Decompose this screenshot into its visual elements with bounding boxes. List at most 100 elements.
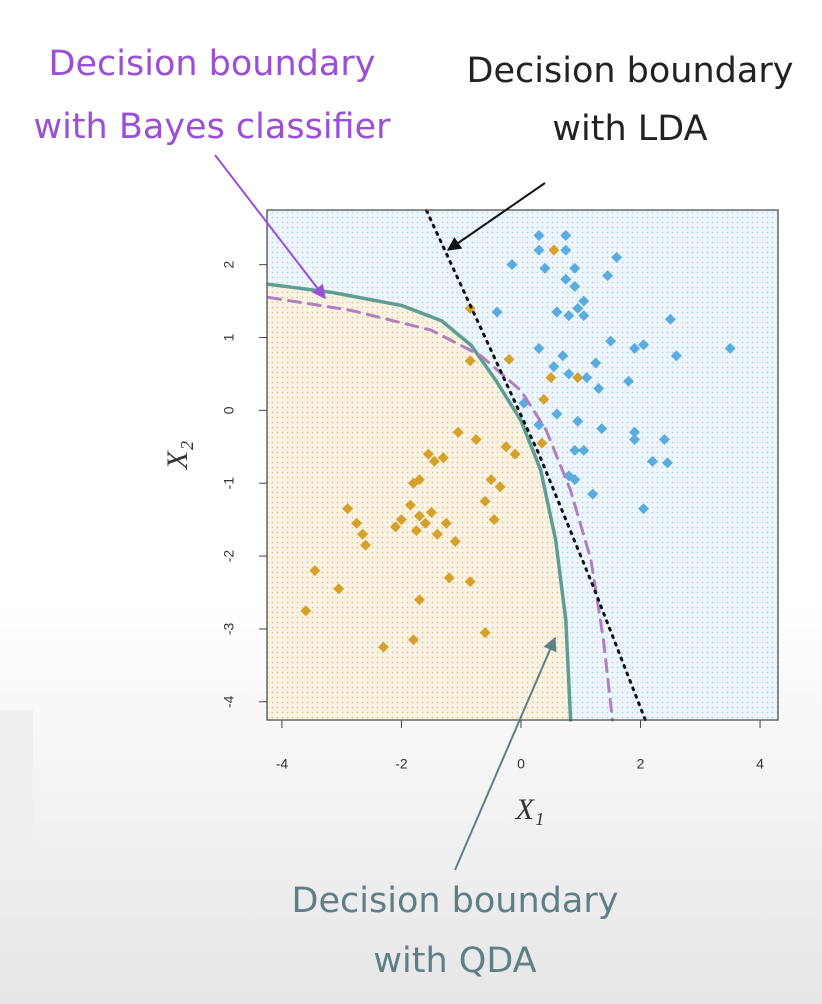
- y-tick-label: -4: [221, 695, 237, 708]
- point: [449, 536, 461, 547]
- point: [670, 350, 682, 362]
- annotation: Decision boundary: [467, 51, 794, 91]
- point: [724, 342, 736, 354]
- point: [596, 423, 608, 435]
- point: [464, 355, 476, 367]
- point: [551, 408, 563, 420]
- point: [560, 244, 572, 256]
- point: [605, 335, 617, 347]
- point: [569, 281, 581, 292]
- point: [569, 444, 581, 456]
- point: [443, 572, 455, 584]
- point: [563, 368, 575, 380]
- annotation: with QDA: [373, 941, 536, 981]
- point: [431, 528, 443, 540]
- point: [413, 594, 425, 606]
- point: [333, 583, 345, 595]
- arrow: [446, 182, 546, 251]
- point: [300, 605, 312, 617]
- point: [638, 339, 650, 351]
- point: [572, 302, 584, 314]
- point: [578, 444, 590, 456]
- arrow: [214, 154, 326, 300]
- y-tick-label: -1: [221, 477, 237, 490]
- point: [629, 434, 641, 445]
- point: [506, 259, 518, 271]
- point: [491, 306, 503, 318]
- annotation: Decision boundary: [292, 881, 619, 921]
- point: [410, 525, 422, 537]
- point: [658, 434, 670, 445]
- x-tick-label: 2: [637, 756, 645, 772]
- plot-frame: [266, 209, 779, 721]
- point: [569, 474, 581, 486]
- point: [602, 270, 614, 282]
- point: [646, 455, 658, 467]
- point: [422, 448, 434, 460]
- point: [590, 357, 602, 369]
- point: [395, 514, 407, 526]
- point: [452, 426, 464, 438]
- point: [357, 528, 369, 540]
- y-tick-label: 0: [221, 406, 237, 414]
- point: [533, 342, 545, 354]
- point: [440, 517, 452, 529]
- point: [572, 415, 584, 427]
- annotation: with Bayes classifier: [33, 107, 391, 147]
- point: [548, 244, 560, 256]
- point: [533, 230, 545, 241]
- y-tick-label: -3: [221, 622, 237, 635]
- point: [629, 342, 641, 354]
- point: [551, 306, 563, 318]
- point: [437, 452, 449, 464]
- y-tick-label: 2: [221, 261, 237, 269]
- point: [661, 457, 673, 469]
- point: [378, 641, 390, 653]
- arrow: [454, 636, 557, 871]
- region: [267, 284, 571, 720]
- point: [664, 313, 676, 325]
- point: [425, 506, 437, 518]
- point: [569, 262, 581, 274]
- x-axis-label: X₁: [515, 793, 545, 826]
- point: [500, 441, 512, 453]
- point: [587, 488, 599, 500]
- x-tick-label: 0: [517, 756, 525, 772]
- point: [563, 310, 575, 322]
- point: [536, 437, 548, 449]
- point: [623, 375, 635, 387]
- point: [351, 517, 363, 529]
- point: [560, 273, 572, 285]
- point: [548, 361, 560, 373]
- x-tick-label: 4: [756, 756, 764, 772]
- point: [342, 503, 354, 515]
- point: [581, 372, 593, 384]
- point: [638, 503, 650, 515]
- point: [494, 481, 506, 493]
- x-tick-label: -2: [395, 756, 408, 772]
- point: [538, 393, 550, 405]
- point: [404, 499, 416, 511]
- point: [407, 477, 419, 489]
- point: [545, 372, 557, 384]
- boundary-line: [267, 282, 573, 722]
- point: [389, 521, 401, 533]
- point: [479, 627, 491, 639]
- point: [560, 230, 572, 241]
- point: [413, 510, 425, 522]
- point: [611, 251, 623, 263]
- annotation: Decision boundary: [49, 44, 376, 84]
- point: [407, 634, 419, 646]
- point: [428, 455, 440, 467]
- point: [488, 514, 500, 526]
- side-panel: [0, 710, 33, 870]
- boundary-line: [425, 209, 647, 722]
- point: [578, 295, 590, 307]
- point: [509, 448, 521, 460]
- point: [539, 262, 551, 274]
- plot-area: -4 -2 0 2 4 -4 -3 -2 -1 0 1 2: [221, 209, 779, 772]
- point: [360, 539, 372, 551]
- point: [309, 565, 321, 577]
